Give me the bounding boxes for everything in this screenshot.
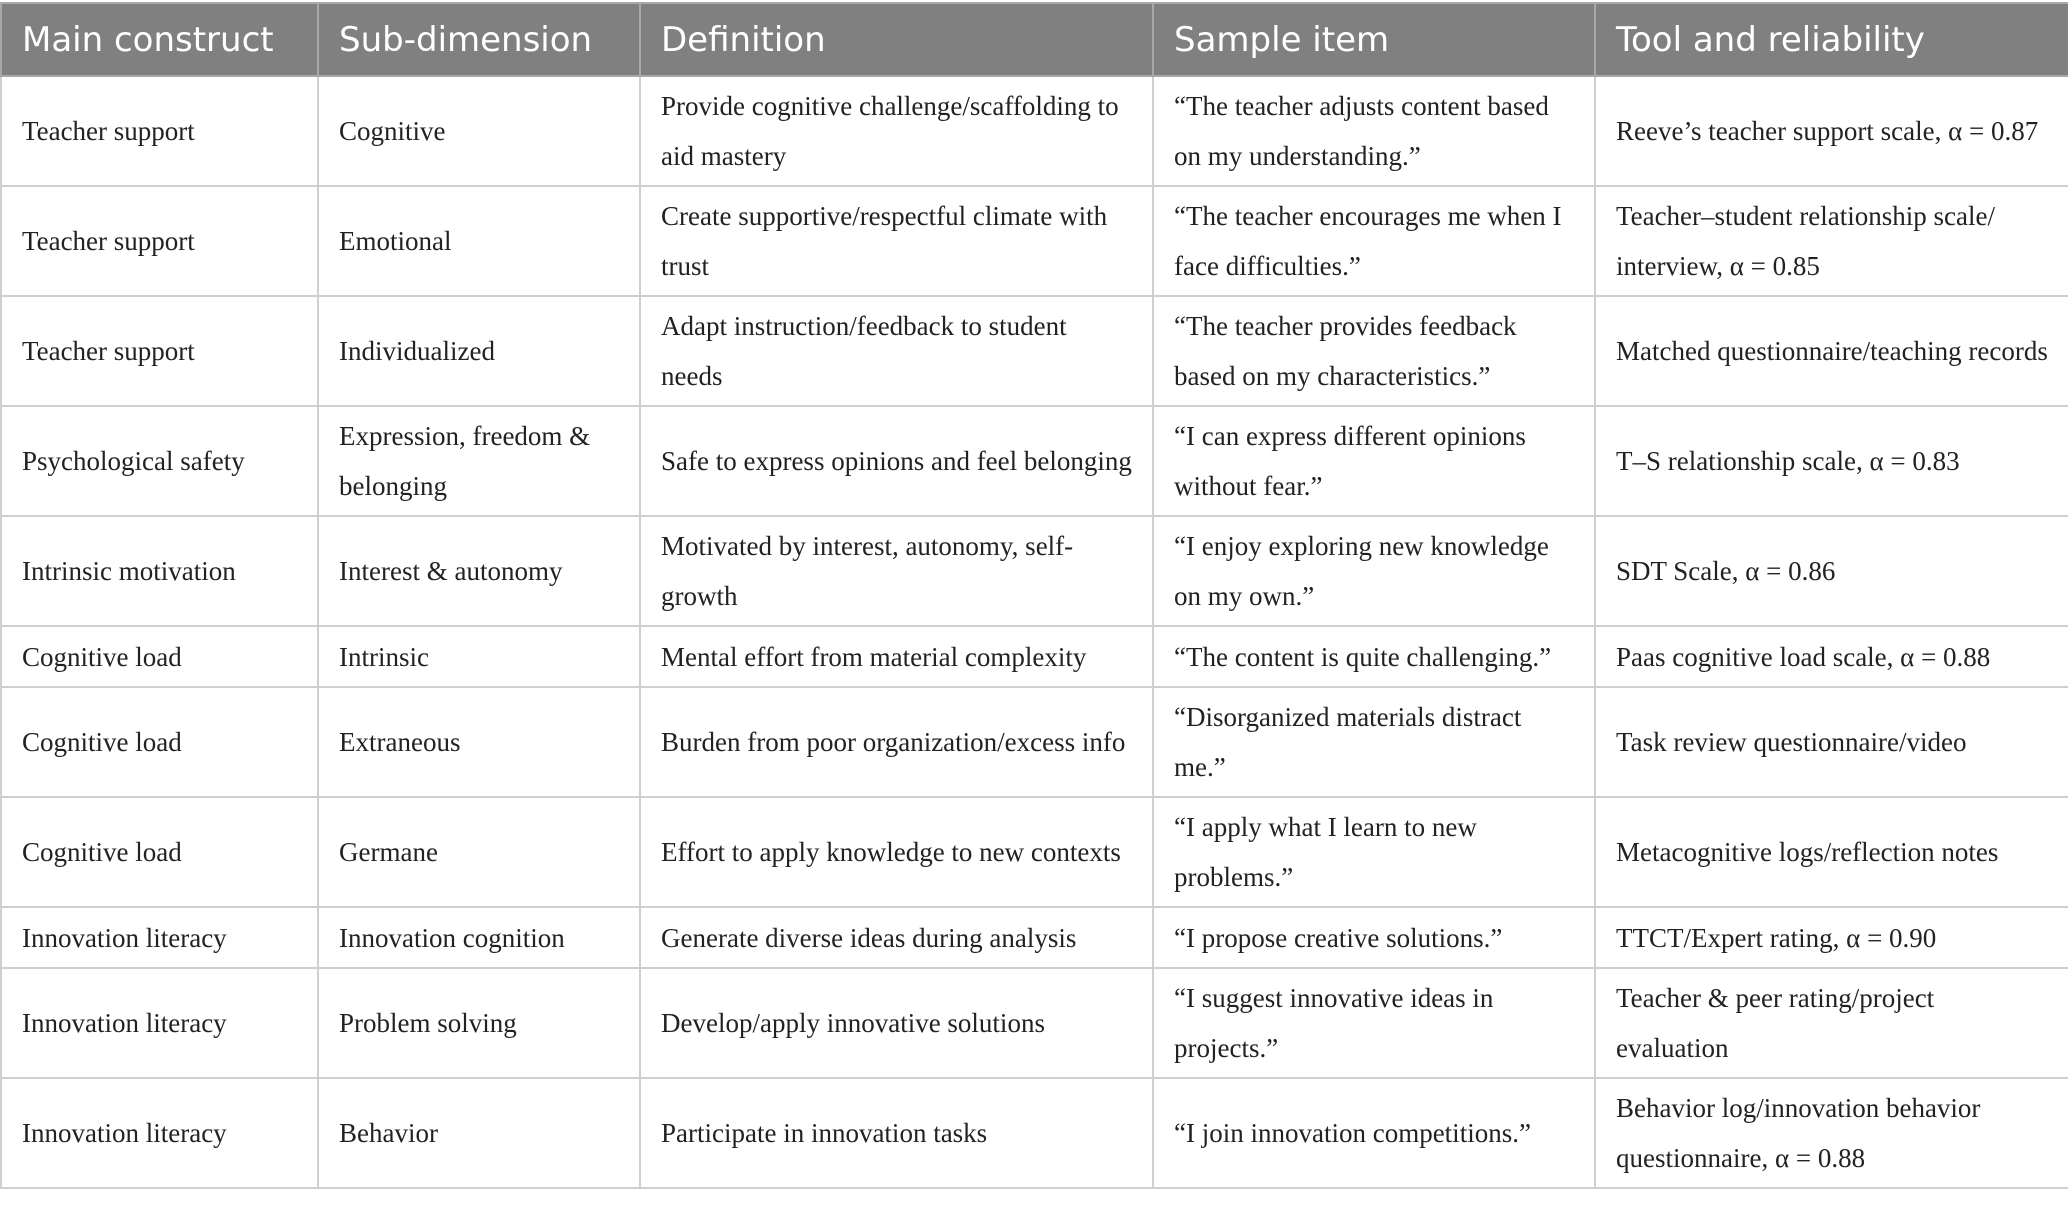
cell-definition: Burden from poor organization/excess inf… bbox=[639, 686, 1154, 798]
cell-definition: Adapt instruction/feedback to student ne… bbox=[639, 295, 1154, 407]
cell-sample-item: “I join innovation competitions.” bbox=[1152, 1077, 1596, 1189]
cell-sample-item: “I suggest innovative ideas in projects.… bbox=[1152, 967, 1596, 1079]
cell-sample-item: “The teacher provides feedback based on … bbox=[1152, 295, 1596, 407]
cell-main-construct: Teacher support bbox=[0, 295, 319, 407]
cell-main-construct: Teacher support bbox=[0, 185, 319, 297]
cell-main-construct: Innovation literacy bbox=[0, 906, 319, 969]
constructs-table: Main construct Sub-dimension Definition … bbox=[0, 2, 2068, 1189]
table-row: Innovation literacy Innovation cognition G… bbox=[0, 906, 2068, 969]
table-row: Intrinsic motivation Interest & autonomy M… bbox=[0, 515, 2068, 627]
cell-sample-item: “I propose creative solutions.” bbox=[1152, 906, 1596, 969]
cell-definition: Mental effort from material complexity bbox=[639, 625, 1154, 688]
cell-tool-reliability: Task review questionnaire/video bbox=[1594, 686, 2068, 798]
cell-main-construct: Psychological safety bbox=[0, 405, 319, 517]
cell-definition: Safe to express opinions and feel belong… bbox=[639, 405, 1154, 517]
cell-definition: Generate diverse ideas during analysis bbox=[639, 906, 1154, 969]
table-row: Cognitive load Germane Effort to apply kno… bbox=[0, 796, 2068, 908]
cell-main-construct: Innovation literacy bbox=[0, 967, 319, 1079]
cell-tool-reliability: Teacher & peer rating/project evaluation bbox=[1594, 967, 2068, 1079]
cell-sub-dimension: Problem solving bbox=[317, 967, 641, 1079]
cell-sub-dimension: Germane bbox=[317, 796, 641, 908]
cell-sub-dimension: Behavior bbox=[317, 1077, 641, 1189]
table-row: Innovation literacy Problem solving Develo… bbox=[0, 967, 2068, 1079]
cell-tool-reliability: TTCT/Expert rating, α = 0.90 bbox=[1594, 906, 2068, 969]
cell-tool-reliability: Metacognitive logs/reflection notes bbox=[1594, 796, 2068, 908]
table-row: Teacher support Emotional Create supportiv… bbox=[0, 185, 2068, 297]
cell-sub-dimension: Individualized bbox=[317, 295, 641, 407]
header-definition: Definition bbox=[639, 2, 1154, 77]
cell-sub-dimension: Interest & autonomy bbox=[317, 515, 641, 627]
cell-tool-reliability: Reeve’s teacher support scale, α = 0.87 bbox=[1594, 75, 2068, 187]
cell-sample-item: “I can express different opinions withou… bbox=[1152, 405, 1596, 517]
cell-main-construct: Cognitive load bbox=[0, 625, 319, 688]
cell-definition: Motivated by interest, autonomy, self-gr… bbox=[639, 515, 1154, 627]
cell-sub-dimension: Cognitive bbox=[317, 75, 641, 187]
cell-definition: Develop/apply innovative solutions bbox=[639, 967, 1154, 1079]
cell-sample-item: “The teacher encourages me when I face d… bbox=[1152, 185, 1596, 297]
cell-definition: Participate in innovation tasks bbox=[639, 1077, 1154, 1189]
table-row: Innovation literacy Behavior Participate i… bbox=[0, 1077, 2068, 1189]
cell-main-construct: Innovation literacy bbox=[0, 1077, 319, 1189]
cell-sample-item: “I apply what I learn to new problems.” bbox=[1152, 796, 1596, 908]
table-row: Teacher support Individualized Adapt instr… bbox=[0, 295, 2068, 407]
cell-definition: Create supportive/respectful climate wit… bbox=[639, 185, 1154, 297]
cell-tool-reliability: Behavior log/innovation behavior questio… bbox=[1594, 1077, 2068, 1189]
header-tool-reliability: Tool and reliability bbox=[1594, 2, 2068, 77]
cell-sample-item: “The content is quite challenging.” bbox=[1152, 625, 1596, 688]
header-sample-item: Sample item bbox=[1152, 2, 1596, 77]
cell-tool-reliability: Paas cognitive load scale, α = 0.88 bbox=[1594, 625, 2068, 688]
cell-tool-reliability: T–S relationship scale, α = 0.83 bbox=[1594, 405, 2068, 517]
cell-sub-dimension: Expression, freedom & belonging bbox=[317, 405, 641, 517]
cell-sub-dimension: Emotional bbox=[317, 185, 641, 297]
table-row: Cognitive load Intrinsic Mental effort fro… bbox=[0, 625, 2068, 688]
cell-tool-reliability: Teacher–student relationship scale/ inte… bbox=[1594, 185, 2068, 297]
header-main-construct: Main construct bbox=[0, 2, 319, 77]
cell-sample-item: “The teacher adjusts content based on my… bbox=[1152, 75, 1596, 187]
header-sub-dimension: Sub-dimension bbox=[317, 2, 641, 77]
cell-main-construct: Intrinsic motivation bbox=[0, 515, 319, 627]
cell-sub-dimension: Innovation cognition bbox=[317, 906, 641, 969]
table-row: Cognitive load Extraneous Burden from poor… bbox=[0, 686, 2068, 798]
cell-sub-dimension: Intrinsic bbox=[317, 625, 641, 688]
table-row: Psychological safety Expression, freedom … bbox=[0, 405, 2068, 517]
cell-definition: Provide cognitive challenge/scaffolding … bbox=[639, 75, 1154, 187]
cell-tool-reliability: Matched questionnaire/teaching records bbox=[1594, 295, 2068, 407]
header-row: Main construct Sub-dimension Definition … bbox=[0, 2, 2068, 77]
cell-definition: Effort to apply knowledge to new context… bbox=[639, 796, 1154, 908]
cell-sub-dimension: Extraneous bbox=[317, 686, 641, 798]
table-row: Teacher support Cognitive Provide cognitiv… bbox=[0, 75, 2068, 187]
cell-sample-item: “I enjoy exploring new knowledge on my o… bbox=[1152, 515, 1596, 627]
cell-main-construct: Teacher support bbox=[0, 75, 319, 187]
cell-main-construct: Cognitive load bbox=[0, 686, 319, 798]
cell-sample-item: “Disorganized materials distract me.” bbox=[1152, 686, 1596, 798]
cell-main-construct: Cognitive load bbox=[0, 796, 319, 908]
cell-tool-reliability: SDT Scale, α = 0.86 bbox=[1594, 515, 2068, 627]
